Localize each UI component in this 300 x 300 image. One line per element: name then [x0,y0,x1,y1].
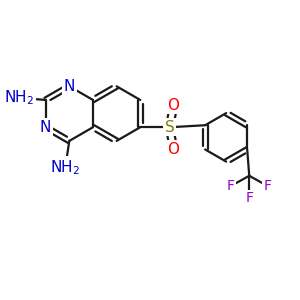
Text: N: N [64,79,75,94]
Text: O: O [168,142,180,157]
Text: NH$_2$: NH$_2$ [50,158,80,176]
Text: F: F [263,179,272,193]
Text: NH$_2$: NH$_2$ [4,88,34,107]
Text: O: O [168,98,180,112]
Text: F: F [245,191,253,205]
Text: S: S [165,120,174,135]
Text: N: N [40,120,51,135]
Text: F: F [227,179,235,193]
